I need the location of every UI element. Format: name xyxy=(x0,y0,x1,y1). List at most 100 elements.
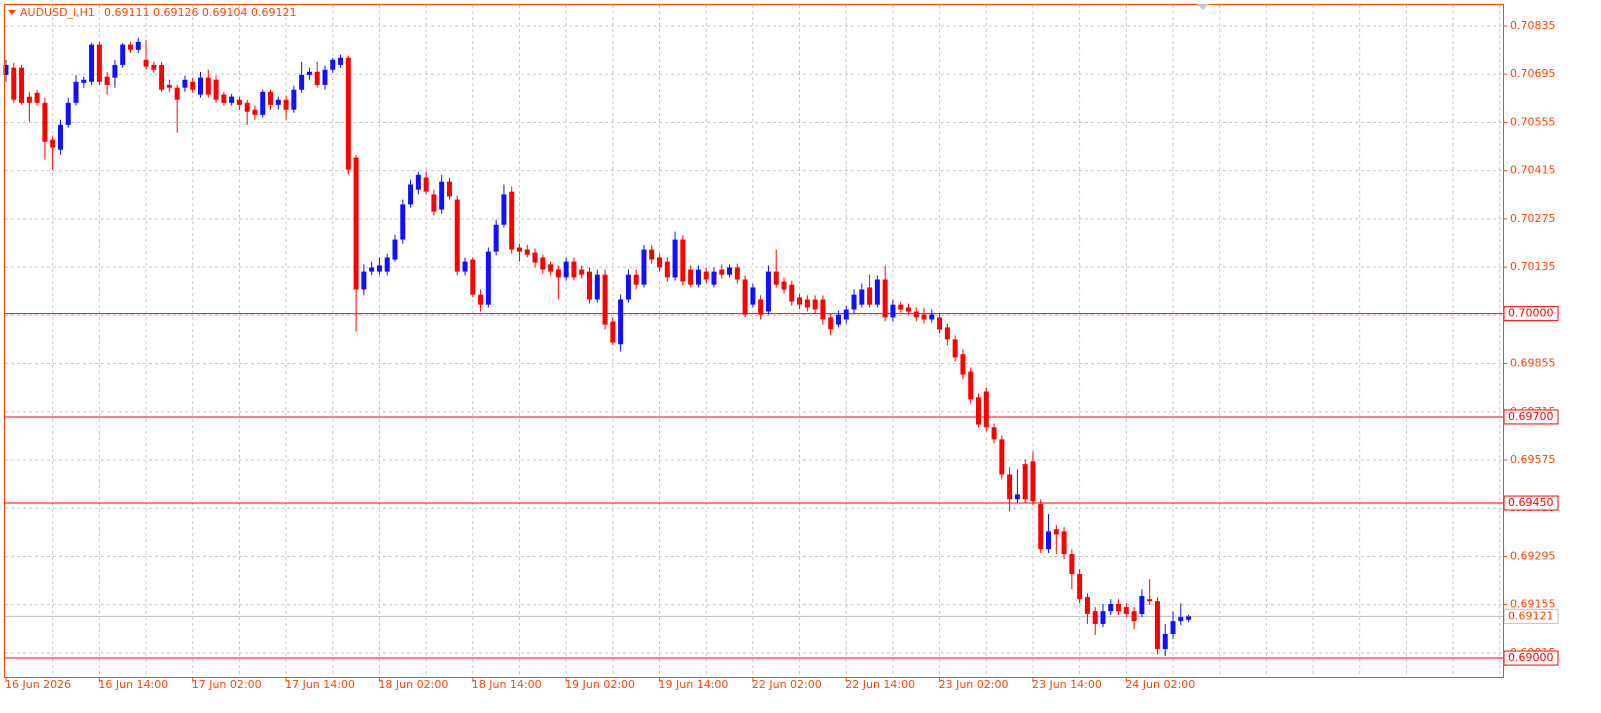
candle-body xyxy=(672,239,678,278)
candle-body xyxy=(369,267,375,272)
candle-body xyxy=(874,279,880,305)
candle-body xyxy=(34,92,40,103)
candle-body xyxy=(991,427,997,440)
x-tick-label: 17 Jun 02:00 xyxy=(192,678,262,691)
level-label: 0.69450 xyxy=(1508,496,1554,509)
candle-body xyxy=(1170,621,1176,634)
candles xyxy=(3,37,1192,656)
candle-body xyxy=(50,139,56,148)
y-tick-label: 0.70835 xyxy=(1510,19,1556,32)
candle-body xyxy=(867,287,873,305)
x-tick-label: 24 Jun 02:00 xyxy=(1125,678,1195,691)
candle-body xyxy=(1162,633,1168,650)
candle-body xyxy=(929,314,935,320)
candle-body xyxy=(727,267,733,275)
candle-body xyxy=(1007,474,1013,500)
candle-body xyxy=(944,327,950,340)
candle-body xyxy=(921,314,927,320)
candle-body xyxy=(540,257,546,270)
candle-body xyxy=(516,247,522,252)
candle-body xyxy=(353,157,359,290)
candle-body xyxy=(151,64,157,70)
candle-body xyxy=(229,96,235,103)
candle-body xyxy=(338,57,344,65)
candle-body xyxy=(1116,603,1122,612)
level-label: 0.69000 xyxy=(1508,651,1554,664)
candle-body xyxy=(641,249,647,285)
candle-body xyxy=(81,79,87,83)
candle-body xyxy=(1030,461,1036,502)
x-tick-label: 16 Jun 14:00 xyxy=(98,678,168,691)
candle-body xyxy=(804,299,810,308)
candle-body xyxy=(1046,531,1052,550)
candle-body xyxy=(765,271,771,312)
candle-body xyxy=(1154,601,1160,650)
y-tick-label: 0.70275 xyxy=(1510,212,1556,225)
candle-body xyxy=(268,91,274,105)
candle-body xyxy=(828,317,834,330)
y-tick-label: 0.70135 xyxy=(1510,260,1556,273)
candle-body xyxy=(999,439,1005,475)
candle-body xyxy=(563,261,569,278)
x-tick-label: 18 Jun 14:00 xyxy=(472,678,542,691)
candle-body xyxy=(470,259,476,295)
candle-body xyxy=(789,284,795,302)
candle-body xyxy=(291,89,297,110)
candle-body xyxy=(579,269,585,275)
candle-body xyxy=(501,194,507,225)
candle-body xyxy=(26,96,32,103)
ohlc-open: 0.69111 xyxy=(104,6,150,19)
candle-body xyxy=(392,239,398,260)
axes: 0.70835 0.70695 0.70555 0.70415 0.70275 0.701… xyxy=(5,19,1559,691)
candle-body xyxy=(73,81,79,103)
candle-body xyxy=(1022,464,1028,500)
candle-body xyxy=(493,224,499,252)
candle-body xyxy=(913,311,919,318)
candle-body xyxy=(1092,611,1098,624)
candle-body xyxy=(415,174,421,190)
candle-body xyxy=(976,397,981,425)
candle-body xyxy=(898,304,904,310)
y-tick-label: 0.70555 xyxy=(1510,115,1556,128)
y-tick-label: 0.69295 xyxy=(1510,549,1556,562)
candle-body xyxy=(890,304,896,318)
candle-body xyxy=(485,251,491,305)
candle-body xyxy=(1061,531,1067,555)
candle-body xyxy=(96,44,102,82)
candle-body xyxy=(968,371,974,400)
y-tick-label: 0.69155 xyxy=(1510,598,1556,611)
candle-body xyxy=(602,274,608,325)
candle-body xyxy=(610,321,616,343)
candle-body xyxy=(555,269,561,278)
candle-body xyxy=(322,69,328,85)
x-tick-label: 19 Jun 02:00 xyxy=(565,678,635,691)
candle-body xyxy=(587,271,592,300)
x-tick-label: 23 Jun 14:00 xyxy=(1032,678,1102,691)
candle-body xyxy=(758,299,764,315)
candle-body xyxy=(859,289,865,305)
candle-body xyxy=(431,194,437,212)
candle-body xyxy=(376,265,382,272)
ohlc-close: 0.69121 xyxy=(251,6,297,19)
candle-body xyxy=(260,91,266,115)
candle-body xyxy=(1077,574,1083,600)
candle-body xyxy=(633,274,639,285)
candle-body xyxy=(937,317,943,330)
y-tick-label: 0.69855 xyxy=(1510,357,1556,370)
candle-body xyxy=(112,64,118,78)
candle-body xyxy=(166,84,172,88)
candle-body xyxy=(812,299,818,310)
x-tick-label: 19 Jun 14:00 xyxy=(659,678,729,691)
price-label: 0.69121 xyxy=(1508,609,1554,622)
level-label: 0.70000 xyxy=(1508,307,1554,320)
candle-body xyxy=(65,102,71,125)
candle-body xyxy=(1084,597,1090,614)
candle-body xyxy=(89,44,95,82)
candle-body xyxy=(664,261,670,278)
candle-body xyxy=(361,271,367,290)
candle-body xyxy=(1053,529,1059,535)
candle-body xyxy=(159,64,165,90)
x-tick-label: 18 Jun 02:00 xyxy=(378,678,448,691)
candle-body xyxy=(252,109,258,115)
